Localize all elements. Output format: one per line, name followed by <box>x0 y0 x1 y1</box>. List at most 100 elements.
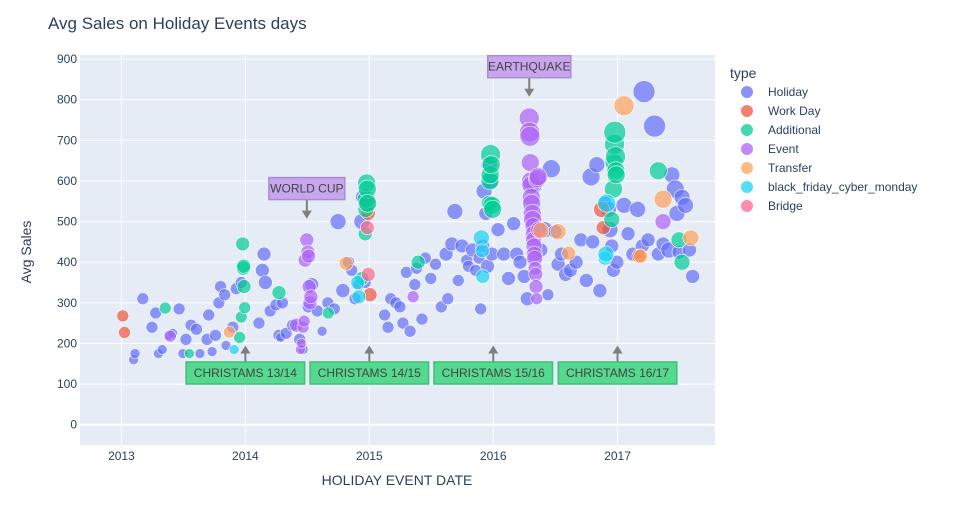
data-point[interactable] <box>253 317 265 329</box>
data-point[interactable] <box>352 290 366 304</box>
data-point[interactable] <box>237 259 251 273</box>
data-point[interactable] <box>473 230 489 246</box>
data-point[interactable] <box>604 121 626 143</box>
data-point[interactable] <box>219 289 231 301</box>
data-point[interactable] <box>411 255 425 269</box>
data-point[interactable] <box>359 194 377 212</box>
data-point[interactable] <box>589 157 605 173</box>
data-point[interactable] <box>302 249 316 263</box>
data-point[interactable] <box>447 203 463 219</box>
data-point[interactable] <box>394 301 406 313</box>
data-point[interactable] <box>317 326 327 336</box>
data-point[interactable] <box>258 276 272 290</box>
data-point[interactable] <box>531 293 543 305</box>
data-point[interactable] <box>607 166 625 184</box>
data-point[interactable] <box>296 338 306 348</box>
data-point[interactable] <box>533 223 549 239</box>
data-point[interactable] <box>482 156 500 174</box>
data-point[interactable] <box>649 162 667 180</box>
data-point[interactable] <box>476 269 490 283</box>
data-point[interactable] <box>190 323 202 335</box>
data-point[interactable] <box>404 325 416 337</box>
data-point[interactable] <box>272 286 286 300</box>
data-point[interactable] <box>407 291 419 303</box>
data-point[interactable] <box>330 214 346 230</box>
data-point[interactable] <box>203 309 215 321</box>
data-point[interactable] <box>655 214 671 230</box>
data-point[interactable] <box>586 235 600 249</box>
data-point[interactable] <box>484 200 502 218</box>
data-point[interactable] <box>529 168 547 186</box>
data-point[interactable] <box>300 233 314 247</box>
data-point[interactable] <box>336 284 350 298</box>
data-point[interactable] <box>239 302 251 314</box>
data-point[interactable] <box>322 307 334 319</box>
legend-item[interactable]: black_friday_cyber_monday <box>741 180 917 194</box>
data-point[interactable] <box>513 255 527 269</box>
data-point[interactable] <box>634 249 648 263</box>
data-point[interactable] <box>209 329 221 341</box>
data-point[interactable] <box>207 347 217 357</box>
data-point[interactable] <box>644 115 666 137</box>
data-point[interactable] <box>255 263 269 277</box>
data-point[interactable] <box>507 217 521 231</box>
data-point[interactable] <box>452 274 464 286</box>
data-point[interactable] <box>686 269 700 283</box>
data-point[interactable] <box>442 293 454 305</box>
data-point[interactable] <box>562 246 576 260</box>
data-point[interactable] <box>641 233 655 247</box>
data-point[interactable] <box>236 237 250 251</box>
legend-item[interactable]: Bridge <box>741 199 803 213</box>
data-point[interactable] <box>425 272 437 284</box>
data-point[interactable] <box>683 230 699 246</box>
data-point[interactable] <box>409 279 421 291</box>
data-point[interactable] <box>195 349 205 359</box>
data-point[interactable] <box>593 284 607 298</box>
data-point[interactable] <box>180 333 192 345</box>
data-point[interactable] <box>229 345 239 355</box>
data-point[interactable] <box>529 280 543 294</box>
data-point[interactable] <box>137 293 149 305</box>
data-point[interactable] <box>520 126 540 146</box>
data-point[interactable] <box>502 271 516 285</box>
data-point[interactable] <box>542 289 554 301</box>
data-point[interactable] <box>159 302 171 314</box>
data-point[interactable] <box>164 330 176 342</box>
data-point[interactable] <box>146 321 158 333</box>
data-point[interactable] <box>475 303 487 315</box>
data-point[interactable] <box>382 321 394 333</box>
data-point[interactable] <box>550 224 566 240</box>
data-point[interactable] <box>157 345 167 355</box>
data-point[interactable] <box>630 201 646 217</box>
data-point[interactable] <box>430 258 442 270</box>
data-point[interactable] <box>416 313 428 325</box>
data-point[interactable] <box>497 247 511 261</box>
data-point[interactable] <box>184 349 194 359</box>
data-point[interactable] <box>579 273 593 287</box>
data-point[interactable] <box>223 326 235 338</box>
data-point[interactable] <box>475 244 489 258</box>
data-point[interactable] <box>257 247 271 261</box>
data-point[interactable] <box>304 290 318 304</box>
data-point[interactable] <box>298 315 310 327</box>
data-point[interactable] <box>677 197 693 213</box>
data-point[interactable] <box>173 303 185 315</box>
data-point[interactable] <box>633 81 655 103</box>
data-point[interactable] <box>117 310 129 322</box>
data-point[interactable] <box>674 254 690 270</box>
data-point[interactable] <box>654 190 672 208</box>
data-point[interactable] <box>379 309 391 321</box>
data-point[interactable] <box>339 256 353 270</box>
legend-item[interactable]: Event <box>741 142 799 156</box>
data-point[interactable] <box>598 246 614 262</box>
data-point[interactable] <box>237 280 251 294</box>
data-point[interactable] <box>361 267 375 281</box>
data-point[interactable] <box>491 223 505 237</box>
data-point[interactable] <box>621 227 635 241</box>
data-point[interactable] <box>604 212 620 228</box>
data-point[interactable] <box>118 326 130 338</box>
data-point[interactable] <box>360 221 374 235</box>
data-point[interactable] <box>598 194 616 212</box>
data-point[interactable] <box>614 96 634 116</box>
data-point[interactable] <box>130 349 140 359</box>
